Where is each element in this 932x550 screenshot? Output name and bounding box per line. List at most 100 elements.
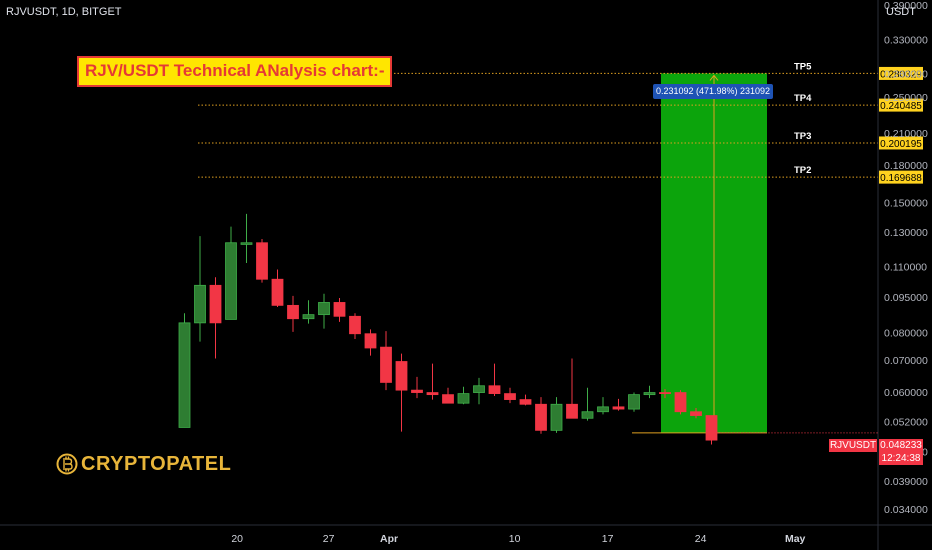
- level-name: TP4: [794, 93, 812, 104]
- candle: [194, 236, 206, 342]
- candle: [659, 389, 671, 399]
- level-price-tag: [879, 136, 923, 150]
- symbol-title: RJVUSDT, 1D, BITGET: [6, 6, 122, 18]
- candle: [302, 300, 315, 324]
- candle: [473, 377, 485, 405]
- candle: [442, 387, 454, 404]
- candle-body: [318, 302, 330, 316]
- candle-body: [194, 284, 206, 324]
- candle-body: [287, 304, 299, 320]
- candle: [581, 387, 594, 421]
- candle-body: [643, 392, 656, 396]
- candle-body: [380, 346, 392, 383]
- candle-body: [674, 392, 687, 413]
- candle-body: [209, 284, 222, 324]
- level-name: TP2: [794, 165, 811, 176]
- candle: [457, 386, 470, 405]
- current-price-tag: 0.048233 12:24:38: [879, 439, 923, 465]
- candle: [674, 390, 687, 415]
- y-tick-label: 0.130000: [884, 227, 928, 239]
- y-tick-label: 0.180000: [884, 160, 928, 172]
- candle: [566, 358, 578, 419]
- candle-body: [364, 333, 377, 349]
- level-price-tag: [879, 98, 923, 112]
- candle: [380, 331, 392, 391]
- candle: [643, 385, 656, 399]
- candle: [705, 415, 718, 445]
- candle: [411, 376, 423, 399]
- candle: [349, 313, 361, 339]
- level-price-label: 0.200195: [880, 139, 922, 150]
- candle-body: [504, 393, 516, 400]
- brand-logo: CRYPTOPATEL: [56, 452, 231, 476]
- candle-body: [178, 322, 191, 428]
- level-price-tag: [879, 66, 923, 80]
- current-symbol-tag: RJVUSDT: [829, 439, 877, 452]
- level-price-label: 0.280329: [880, 69, 922, 80]
- candle-body: [550, 403, 563, 431]
- candle-body: [395, 361, 408, 391]
- candle-body: [690, 411, 702, 416]
- y-tick-label: 0.034000: [884, 504, 928, 516]
- candle: [256, 238, 268, 283]
- level-name: TP3: [794, 131, 811, 142]
- candle: [504, 387, 516, 404]
- candle-body: [705, 415, 718, 441]
- candle: [287, 295, 299, 332]
- candle-body: [581, 411, 594, 419]
- candle: [364, 329, 377, 356]
- y-tick-label: 0.250000: [884, 92, 928, 104]
- y-tick-label: 0.080000: [884, 327, 928, 339]
- y-tick-label: 0.210000: [884, 128, 928, 140]
- candle-body: [271, 278, 284, 306]
- candle: [225, 226, 237, 320]
- y-tick-label: 0.070000: [884, 355, 928, 367]
- candle-body: [597, 406, 609, 413]
- y-tick-label: 0.330000: [884, 35, 928, 47]
- current-price-value: 0.048233: [880, 440, 922, 451]
- y-tick-label: 0.110000: [884, 262, 927, 274]
- x-tick-label: 17: [602, 533, 614, 545]
- candle-body: [628, 394, 640, 410]
- analysis-banner: RJV/USDT Technical ANalysis chart:-: [77, 56, 393, 87]
- candle: [550, 397, 563, 433]
- candle: [612, 398, 625, 411]
- candle-body: [457, 393, 470, 404]
- candle: [597, 397, 609, 415]
- y-tick-label: 0.095000: [884, 292, 928, 304]
- candle: [535, 397, 547, 434]
- candle-body: [659, 392, 671, 394]
- candle-body: [473, 385, 485, 393]
- candle-body: [411, 389, 423, 393]
- candle-body: [225, 242, 237, 320]
- x-tick-label: May: [785, 533, 806, 545]
- y-tick-label: 0.052000: [884, 416, 928, 428]
- candle: [519, 394, 532, 406]
- x-tick-label: Apr: [380, 533, 398, 545]
- level-price-label: 0.169688: [880, 173, 922, 184]
- x-tick-label: 10: [509, 533, 521, 545]
- candle-body: [240, 242, 253, 245]
- y-tick-label: 0.060000: [884, 387, 928, 399]
- candle: [240, 213, 253, 263]
- candle-body: [302, 314, 315, 320]
- y-tick-label: 0.150000: [884, 198, 928, 210]
- measure-label: 0.231092 (471.98%) 231092: [653, 84, 773, 99]
- brand-logo-text: CRYPTOPATEL: [81, 452, 232, 475]
- candle: [690, 407, 702, 419]
- candle: [318, 293, 330, 329]
- candle: [271, 269, 284, 307]
- candle: [628, 392, 640, 412]
- bitcoin-coin-icon: [56, 453, 78, 475]
- candle-body: [488, 385, 501, 394]
- candle-body: [426, 392, 439, 396]
- y-tick-label: 0.280000: [884, 69, 928, 81]
- x-tick-label: 27: [323, 533, 335, 545]
- x-tick-label: 24: [695, 533, 707, 545]
- axis-unit-label: USDT: [886, 6, 916, 18]
- measure-arrowhead: [709, 74, 719, 81]
- candle: [333, 298, 346, 322]
- candle-body: [519, 399, 532, 405]
- candle: [395, 353, 408, 432]
- candle: [209, 277, 222, 359]
